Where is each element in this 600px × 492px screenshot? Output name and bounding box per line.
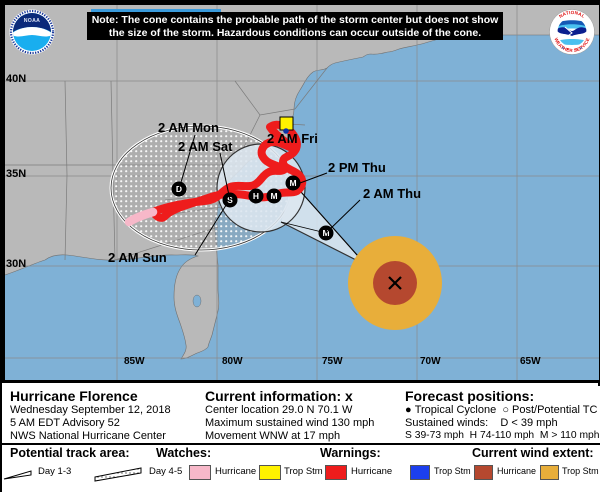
svg-text:NOAA: NOAA: [24, 18, 40, 24]
svg-text:2 AM Thu: 2 AM Thu: [363, 186, 421, 201]
svg-text:M: M: [270, 191, 277, 201]
svg-text:2 AM Mon: 2 AM Mon: [158, 120, 219, 135]
svg-text:2 AM Sat: 2 AM Sat: [178, 139, 233, 154]
svg-text:H: H: [253, 191, 259, 201]
svg-text:2 PM Thu: 2 PM Thu: [328, 160, 386, 175]
svg-text:S: S: [227, 195, 233, 205]
svg-text:2 AM Sun: 2 AM Sun: [108, 250, 167, 265]
svg-text:M: M: [289, 178, 296, 188]
svg-text:2 AM Fri: 2 AM Fri: [267, 131, 318, 146]
